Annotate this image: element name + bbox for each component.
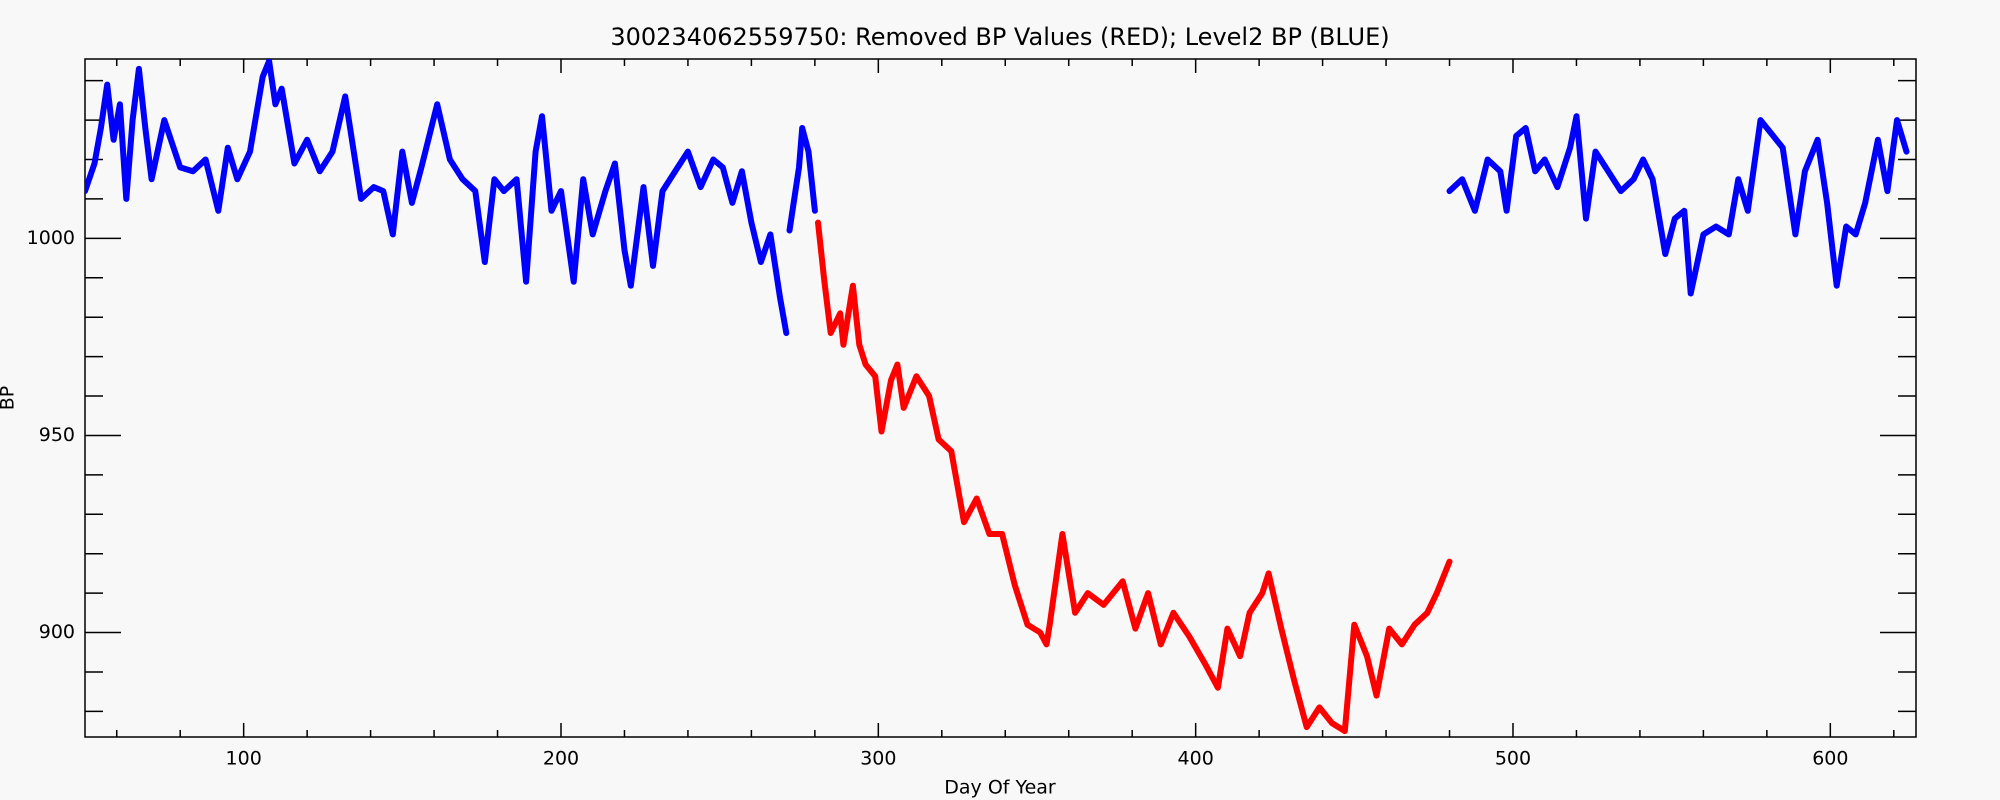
y-tick-label: 1000	[27, 227, 75, 249]
y-axis-label: BP	[0, 386, 19, 411]
y-tick-label: 900	[39, 621, 75, 643]
x-tick-label: 100	[226, 748, 262, 770]
plot-frame	[84, 58, 1917, 738]
x-tick-label: 300	[860, 748, 896, 770]
x-tick-label: 200	[543, 748, 579, 770]
x-axis-label: Day Of Year	[944, 777, 1056, 799]
series-line	[815, 219, 1453, 735]
x-tick-label: 600	[1812, 748, 1848, 770]
y-tick-label: 950	[39, 424, 75, 446]
x-tick-label: 400	[1178, 748, 1214, 770]
x-tick-label: 500	[1495, 748, 1531, 770]
chart-title: 300234062559750: Removed BP Values (RED)…	[610, 23, 1389, 51]
series-line	[85, 59, 1910, 336]
